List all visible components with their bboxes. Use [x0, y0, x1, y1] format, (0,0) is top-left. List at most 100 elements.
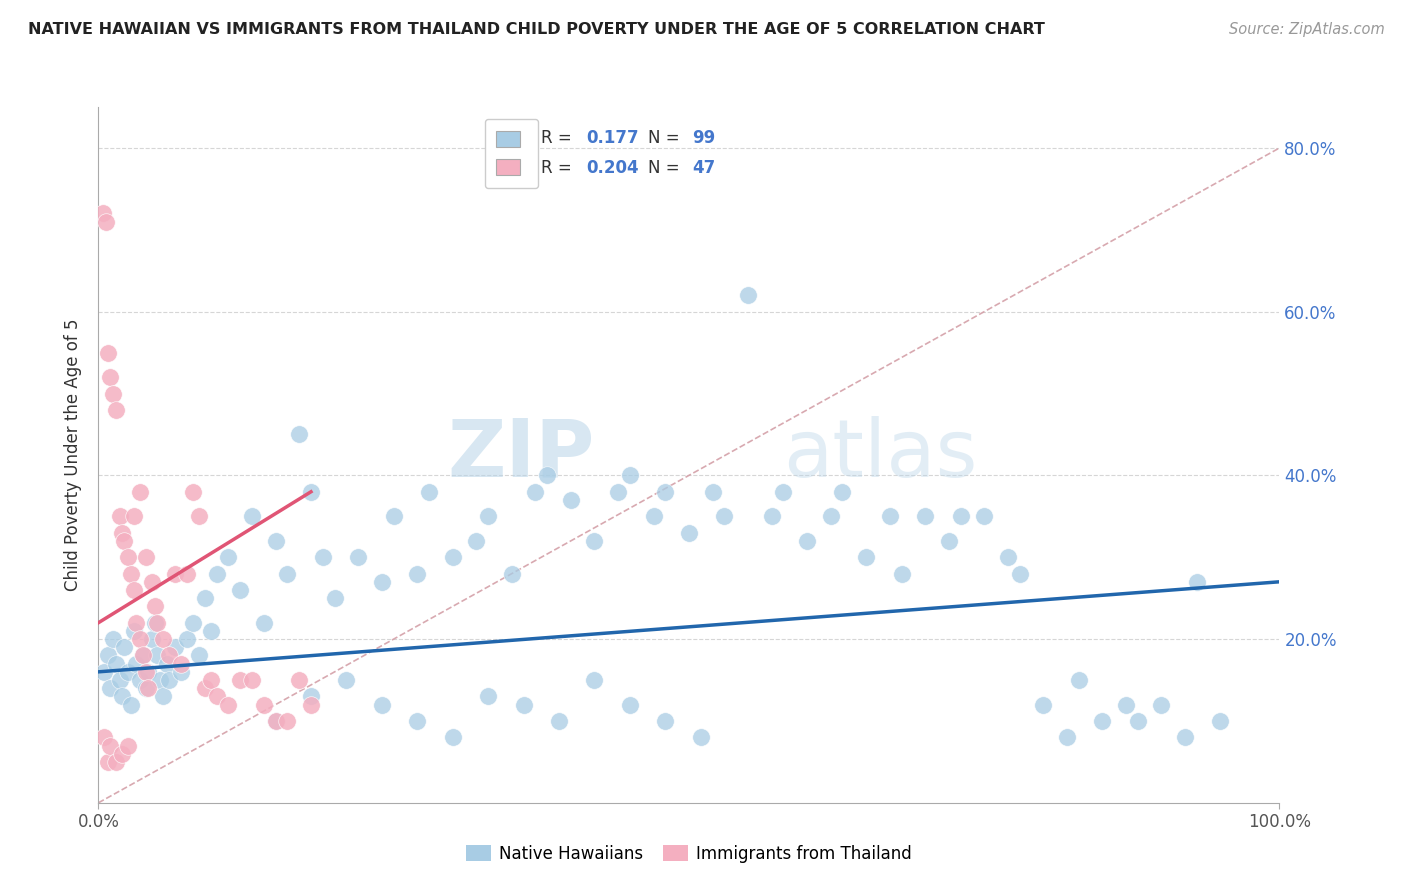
- Point: [165, 640, 187, 655]
- Point: [111, 525, 134, 540]
- Point: [98, 370, 121, 384]
- Point: [135, 681, 157, 696]
- Point: [288, 427, 311, 442]
- Point: [143, 615, 166, 630]
- Text: 0.177: 0.177: [586, 129, 638, 147]
- Point: [93, 665, 115, 679]
- Point: [441, 731, 464, 745]
- Point: [187, 509, 209, 524]
- Text: ZIP: ZIP: [447, 416, 595, 494]
- Point: [97, 345, 120, 359]
- Point: [406, 714, 429, 728]
- Point: [146, 648, 169, 663]
- Point: [125, 657, 148, 671]
- Text: NATIVE HAWAIIAN VS IMMIGRANTS FROM THAILAND CHILD POVERTY UNDER THE AGE OF 5 COR: NATIVE HAWAIIAN VS IMMIGRANTS FROM THAIL…: [28, 22, 1045, 37]
- Point: [117, 665, 139, 679]
- Point: [121, 566, 143, 581]
- Point: [477, 509, 499, 524]
- Text: N =: N =: [648, 129, 685, 147]
- Point: [240, 673, 263, 687]
- Point: [108, 509, 131, 524]
- Point: [165, 566, 187, 581]
- Point: [132, 648, 155, 663]
- Point: [264, 714, 287, 728]
- Point: [879, 509, 901, 524]
- Point: [105, 755, 128, 769]
- Point: [536, 468, 558, 483]
- Point: [97, 755, 120, 769]
- Point: [276, 714, 298, 728]
- Text: R =: R =: [541, 160, 578, 178]
- Point: [938, 533, 960, 548]
- Point: [122, 582, 145, 597]
- Point: [105, 403, 128, 417]
- Point: [181, 484, 204, 499]
- Text: Source: ZipAtlas.com: Source: ZipAtlas.com: [1229, 22, 1385, 37]
- Point: [156, 657, 179, 671]
- Point: [136, 665, 159, 679]
- Point: [299, 698, 322, 712]
- Point: [217, 698, 239, 712]
- Point: [94, 214, 117, 228]
- Point: [176, 632, 198, 646]
- Point: [205, 566, 228, 581]
- Point: [382, 509, 405, 524]
- Point: [229, 673, 252, 687]
- Point: [465, 533, 488, 548]
- Point: [141, 632, 163, 646]
- Point: [1126, 714, 1149, 728]
- Point: [949, 509, 972, 524]
- Point: [181, 615, 204, 630]
- Point: [152, 632, 174, 646]
- Point: [170, 657, 193, 671]
- Point: [98, 739, 121, 753]
- Point: [264, 714, 287, 728]
- Point: [121, 698, 143, 712]
- Point: [548, 714, 571, 728]
- Point: [1185, 574, 1208, 589]
- Point: [512, 698, 534, 712]
- Point: [253, 615, 276, 630]
- Point: [91, 206, 114, 220]
- Point: [418, 484, 440, 499]
- Point: [772, 484, 794, 499]
- Point: [194, 681, 217, 696]
- Point: [111, 690, 134, 704]
- Point: [125, 615, 148, 630]
- Point: [111, 747, 134, 761]
- Point: [122, 624, 145, 638]
- Point: [524, 484, 547, 499]
- Point: [136, 681, 159, 696]
- Point: [737, 288, 759, 302]
- Point: [240, 509, 263, 524]
- Point: [335, 673, 357, 687]
- Point: [643, 509, 665, 524]
- Point: [128, 632, 150, 646]
- Point: [406, 566, 429, 581]
- Point: [264, 533, 287, 548]
- Text: 0.204: 0.204: [586, 160, 638, 178]
- Point: [607, 484, 630, 499]
- Point: [112, 533, 135, 548]
- Point: [105, 657, 128, 671]
- Point: [1115, 698, 1137, 712]
- Point: [1008, 566, 1031, 581]
- Point: [831, 484, 853, 499]
- Point: [583, 673, 606, 687]
- Point: [98, 681, 121, 696]
- Point: [796, 533, 818, 548]
- Point: [108, 673, 131, 687]
- Point: [135, 550, 157, 565]
- Text: 47: 47: [693, 160, 716, 178]
- Point: [152, 690, 174, 704]
- Text: atlas: atlas: [783, 416, 977, 494]
- Point: [1056, 731, 1078, 745]
- Point: [187, 648, 209, 663]
- Point: [973, 509, 995, 524]
- Point: [1150, 698, 1173, 712]
- Point: [323, 591, 346, 606]
- Point: [312, 550, 335, 565]
- Point: [299, 484, 322, 499]
- Point: [347, 550, 370, 565]
- Point: [200, 624, 222, 638]
